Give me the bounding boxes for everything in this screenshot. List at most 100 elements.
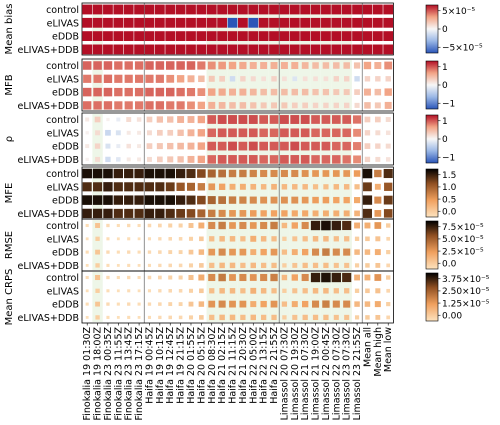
cell-marker (280, 141, 289, 151)
cell-marker (206, 44, 217, 55)
cell-marker (364, 143, 371, 149)
cell-marker (290, 141, 300, 151)
cell-marker (250, 76, 256, 82)
cell-marker (85, 302, 89, 306)
row-label: eLIVAS (47, 18, 79, 29)
cell-marker (83, 74, 92, 83)
cell-marker (218, 221, 226, 230)
highlight-band (341, 272, 352, 322)
colorbar-tick-label: −1 (442, 153, 455, 163)
cell-marker (374, 196, 382, 204)
cell-marker (207, 128, 217, 138)
cell-marker (301, 196, 309, 204)
cell-marker (342, 141, 351, 151)
cell-marker (123, 17, 134, 28)
cell-marker (239, 169, 247, 178)
highlight-band (331, 220, 342, 270)
colorbar-tick-label: 0.00 (442, 311, 462, 321)
cell-marker (374, 301, 381, 308)
cell-marker (259, 128, 268, 138)
cell-marker (281, 222, 288, 229)
cell-marker (260, 248, 267, 256)
cell-marker (323, 314, 329, 321)
cell-marker (312, 196, 319, 204)
cell-marker (165, 61, 175, 70)
highlight-band (268, 60, 280, 110)
cell-marker (383, 209, 393, 218)
cell-marker (374, 62, 382, 69)
cell-marker (144, 44, 155, 55)
metric-label: Mean CRPS (4, 269, 15, 326)
cell-marker (364, 274, 371, 281)
cell-marker (95, 288, 100, 293)
cell-marker (106, 289, 110, 293)
cell-marker (228, 61, 237, 70)
cell-marker (144, 168, 155, 179)
cell-marker (134, 208, 144, 218)
cell-marker (332, 170, 340, 177)
cell-marker (137, 275, 141, 280)
cell-marker (333, 288, 339, 294)
cell-marker (386, 302, 391, 307)
highlight-band (310, 220, 321, 270)
cell-marker (114, 74, 123, 83)
x-tick-label: Limassol 20 07:30Z (279, 327, 290, 421)
cell-marker (279, 31, 290, 41)
cell-marker (260, 288, 267, 294)
cell-marker (289, 44, 300, 55)
highlight-band (268, 272, 280, 322)
cell-marker (116, 157, 121, 162)
cell-marker (103, 44, 113, 55)
cell-marker (124, 208, 134, 218)
x-tick-label: Limassol 20 19:30Z (290, 327, 301, 421)
cell-marker (343, 170, 351, 177)
cell-marker (323, 236, 329, 242)
cell-marker (229, 300, 236, 308)
highlight-band (248, 272, 259, 322)
cell-marker (196, 4, 207, 15)
cell-marker (374, 210, 382, 217)
cell-marker (312, 314, 319, 321)
cell-marker (114, 101, 123, 110)
colorbar-tick-label: 0 (442, 81, 448, 91)
cell-marker (103, 182, 113, 192)
cell-marker (281, 184, 288, 190)
cell-marker (384, 101, 392, 109)
cell-marker (103, 31, 113, 41)
cell-marker (321, 4, 331, 15)
cell-marker (177, 156, 184, 163)
cell-marker (271, 262, 277, 269)
cell-marker (280, 62, 288, 69)
cell-marker (229, 76, 236, 82)
cell-marker (260, 221, 268, 230)
cell-marker (375, 288, 381, 294)
cell-marker (85, 250, 89, 254)
cell-marker (364, 76, 371, 82)
panel-2: control eLIVAS eDDB eLIVAS+DDB ρ 1 0 −1 (4, 112, 455, 166)
cell-marker (362, 4, 373, 15)
cell-marker (208, 248, 216, 256)
cell-marker (145, 101, 154, 110)
cell-marker (260, 102, 267, 109)
cell-marker (197, 115, 206, 124)
cell-marker (103, 61, 113, 70)
highlight-band (258, 60, 269, 110)
row-label: eLIVAS+DDB (18, 155, 79, 166)
cell-marker (137, 130, 142, 135)
cell-marker (238, 128, 248, 138)
highlight-band (237, 168, 249, 218)
cell-marker (114, 61, 123, 70)
cell-marker (282, 236, 287, 241)
cell-marker (196, 17, 207, 28)
cell-marker (229, 88, 236, 96)
cell-marker (218, 169, 226, 178)
highlight-band (310, 168, 321, 218)
cell-marker (188, 236, 194, 241)
highlight-band (279, 114, 290, 164)
cell-marker (206, 17, 217, 28)
cell-marker (168, 302, 173, 307)
cell-marker (217, 128, 227, 138)
highlight-band (92, 114, 103, 164)
highlight-band (237, 272, 249, 322)
cell-marker (331, 115, 341, 124)
